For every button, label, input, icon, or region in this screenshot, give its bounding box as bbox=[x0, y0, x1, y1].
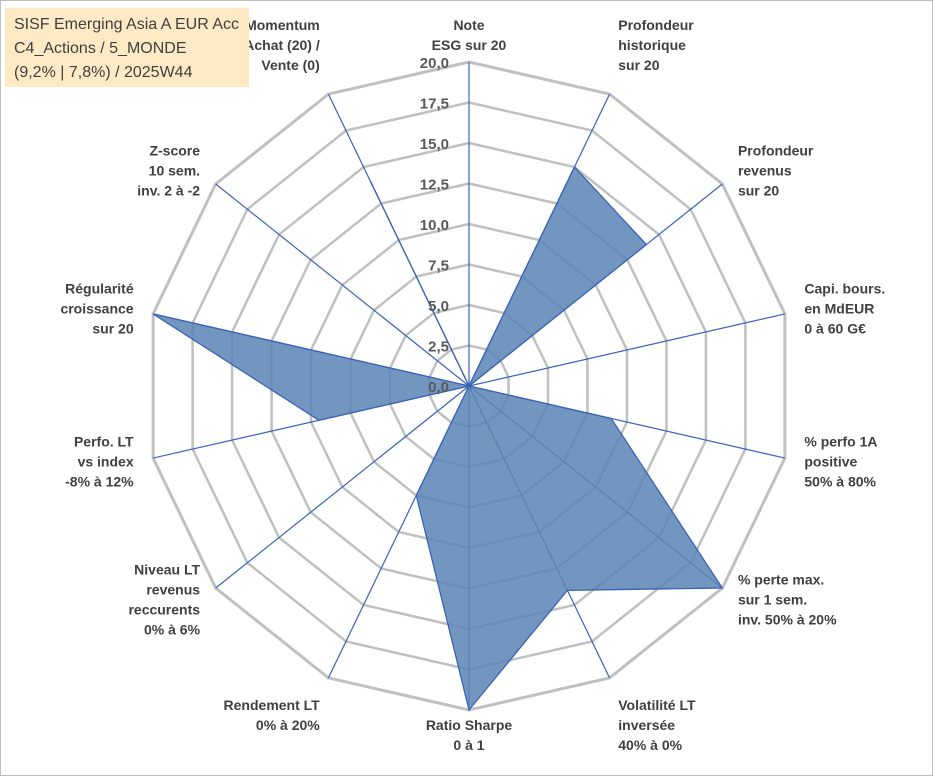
series-layer bbox=[152, 165, 724, 712]
axis-label-line: sur 1 sem. bbox=[738, 591, 807, 607]
axis-label-line: 0 à 1 bbox=[453, 737, 484, 753]
tick-labels: 0,0 2,5 5,0 7,5 10,0 12,5 15,0 17,5 20,0 bbox=[420, 55, 449, 396]
axis-spoke bbox=[468, 313, 786, 387]
axis-label-line: Volatilité LT bbox=[618, 697, 696, 713]
axis-label-line: Rendement LT bbox=[224, 697, 321, 713]
axis-label: Niveau LT revenus reccurents 0% à 6% bbox=[128, 561, 200, 637]
axis-label: % perfo 1A positive 50% à 80% bbox=[804, 434, 877, 490]
axis-label-line: historique bbox=[618, 37, 686, 53]
tick-label: 2,5 bbox=[428, 339, 449, 356]
fund-stats: (9,2% | 7,8%) / 2025W44 bbox=[14, 64, 193, 81]
axis-label-line: positive bbox=[804, 454, 857, 470]
axis-label-line: sur 20 bbox=[618, 57, 659, 73]
axis-label-line: Note bbox=[453, 17, 484, 33]
axis-label-line: inv. 50% à 20% bbox=[738, 611, 837, 627]
tick-label: 7,5 bbox=[428, 258, 449, 275]
axis-label: Perfo. LT vs index -8% à 12% bbox=[65, 434, 134, 490]
axis-label-line: Capi. bours. bbox=[804, 280, 885, 296]
axis-label-line: reccurents bbox=[128, 601, 200, 617]
axis-labels: Note ESG sur 20 Profondeur historique sur 20… bbox=[60, 17, 885, 753]
axis-label-line: % perfo 1A bbox=[804, 434, 877, 450]
axis-label-line: Ratio Sharpe bbox=[426, 717, 513, 733]
tick-label: 0,0 bbox=[428, 379, 449, 396]
axis-label-line: Profondeur bbox=[738, 143, 814, 159]
axis-label-line: inversée bbox=[618, 717, 675, 733]
axis-spoke bbox=[215, 385, 470, 589]
axis-label-line: Niveau LT bbox=[134, 561, 200, 577]
axis-label: Momentum Achat (20) / Vente (0) bbox=[244, 17, 320, 73]
axis-label-line: Profondeur bbox=[618, 17, 694, 33]
axis-label-line: 0% à 20% bbox=[256, 717, 320, 733]
tick-label: 12,5 bbox=[420, 177, 449, 194]
axis-label-line: croissance bbox=[60, 300, 133, 316]
fund-category: C4_Actions / 5_MONDE bbox=[14, 40, 187, 57]
fund-name: SISF Emerging Asia A EUR Acc bbox=[14, 16, 239, 33]
axis-label: Profondeur revenus sur 20 bbox=[738, 143, 814, 199]
axis-label: Ratio Sharpe 0 à 1 bbox=[426, 717, 513, 753]
axis-label: % perte max. sur 1 sem. inv. 50% à 20% bbox=[738, 571, 837, 627]
tick-label: 5,0 bbox=[428, 298, 449, 315]
axis-label-line: Perfo. LT bbox=[74, 434, 134, 450]
tick-label: 20,0 bbox=[420, 55, 449, 72]
axis-label: Z-score 10 sem. inv. 2 à -2 bbox=[137, 143, 200, 199]
tick-label: 17,5 bbox=[420, 96, 449, 113]
axis-label-line: 50% à 80% bbox=[804, 474, 876, 490]
axis-label: Capi. bours. en MdEUR 0 à 60 G€ bbox=[804, 280, 885, 336]
axis-label-line: sur 20 bbox=[92, 320, 133, 336]
axis-label-line: 0% à 6% bbox=[144, 621, 201, 637]
axis-label: Note ESG sur 20 bbox=[432, 17, 507, 53]
axis-label-line: vs index bbox=[78, 454, 134, 470]
axis-spoke bbox=[215, 183, 470, 387]
axis-label-line: 40% à 0% bbox=[618, 737, 682, 753]
axis-label-line: 10 sem. bbox=[149, 163, 200, 179]
axis-label-line: inv. 2 à -2 bbox=[137, 183, 200, 199]
axis-label-line: en MdEUR bbox=[804, 300, 874, 316]
axis-label-line: sur 20 bbox=[738, 183, 779, 199]
axis-label-line: revenus bbox=[738, 163, 792, 179]
axis-label: Régularité croissance sur 20 bbox=[60, 280, 133, 336]
axis-label-line: ESG sur 20 bbox=[432, 37, 507, 53]
axis-label-line: Régularité bbox=[65, 280, 134, 296]
tick-label: 15,0 bbox=[420, 136, 449, 153]
axis-label-line: 0 à 60 G€ bbox=[804, 320, 866, 336]
axis-label: Profondeur historique sur 20 bbox=[618, 17, 694, 73]
axis-label-line: Z-score bbox=[149, 143, 200, 159]
axis-label-line: Momentum bbox=[245, 17, 320, 33]
axis-label-line: -8% à 12% bbox=[65, 474, 134, 490]
axis-label-line: Vente (0) bbox=[261, 57, 319, 73]
fund-title-box: SISF Emerging Asia A EUR Acc C4_Actions … bbox=[5, 8, 249, 87]
axis-label: Volatilité LT inversée 40% à 0% bbox=[618, 697, 696, 753]
axis-label-line: % perte max. bbox=[738, 571, 824, 587]
axis-label: Rendement LT 0% à 20% bbox=[224, 697, 321, 733]
series-area bbox=[152, 165, 724, 712]
tick-label: 10,0 bbox=[420, 217, 449, 234]
axis-label-line: revenus bbox=[146, 581, 200, 597]
axis-label-line: Achat (20) / bbox=[244, 37, 320, 53]
